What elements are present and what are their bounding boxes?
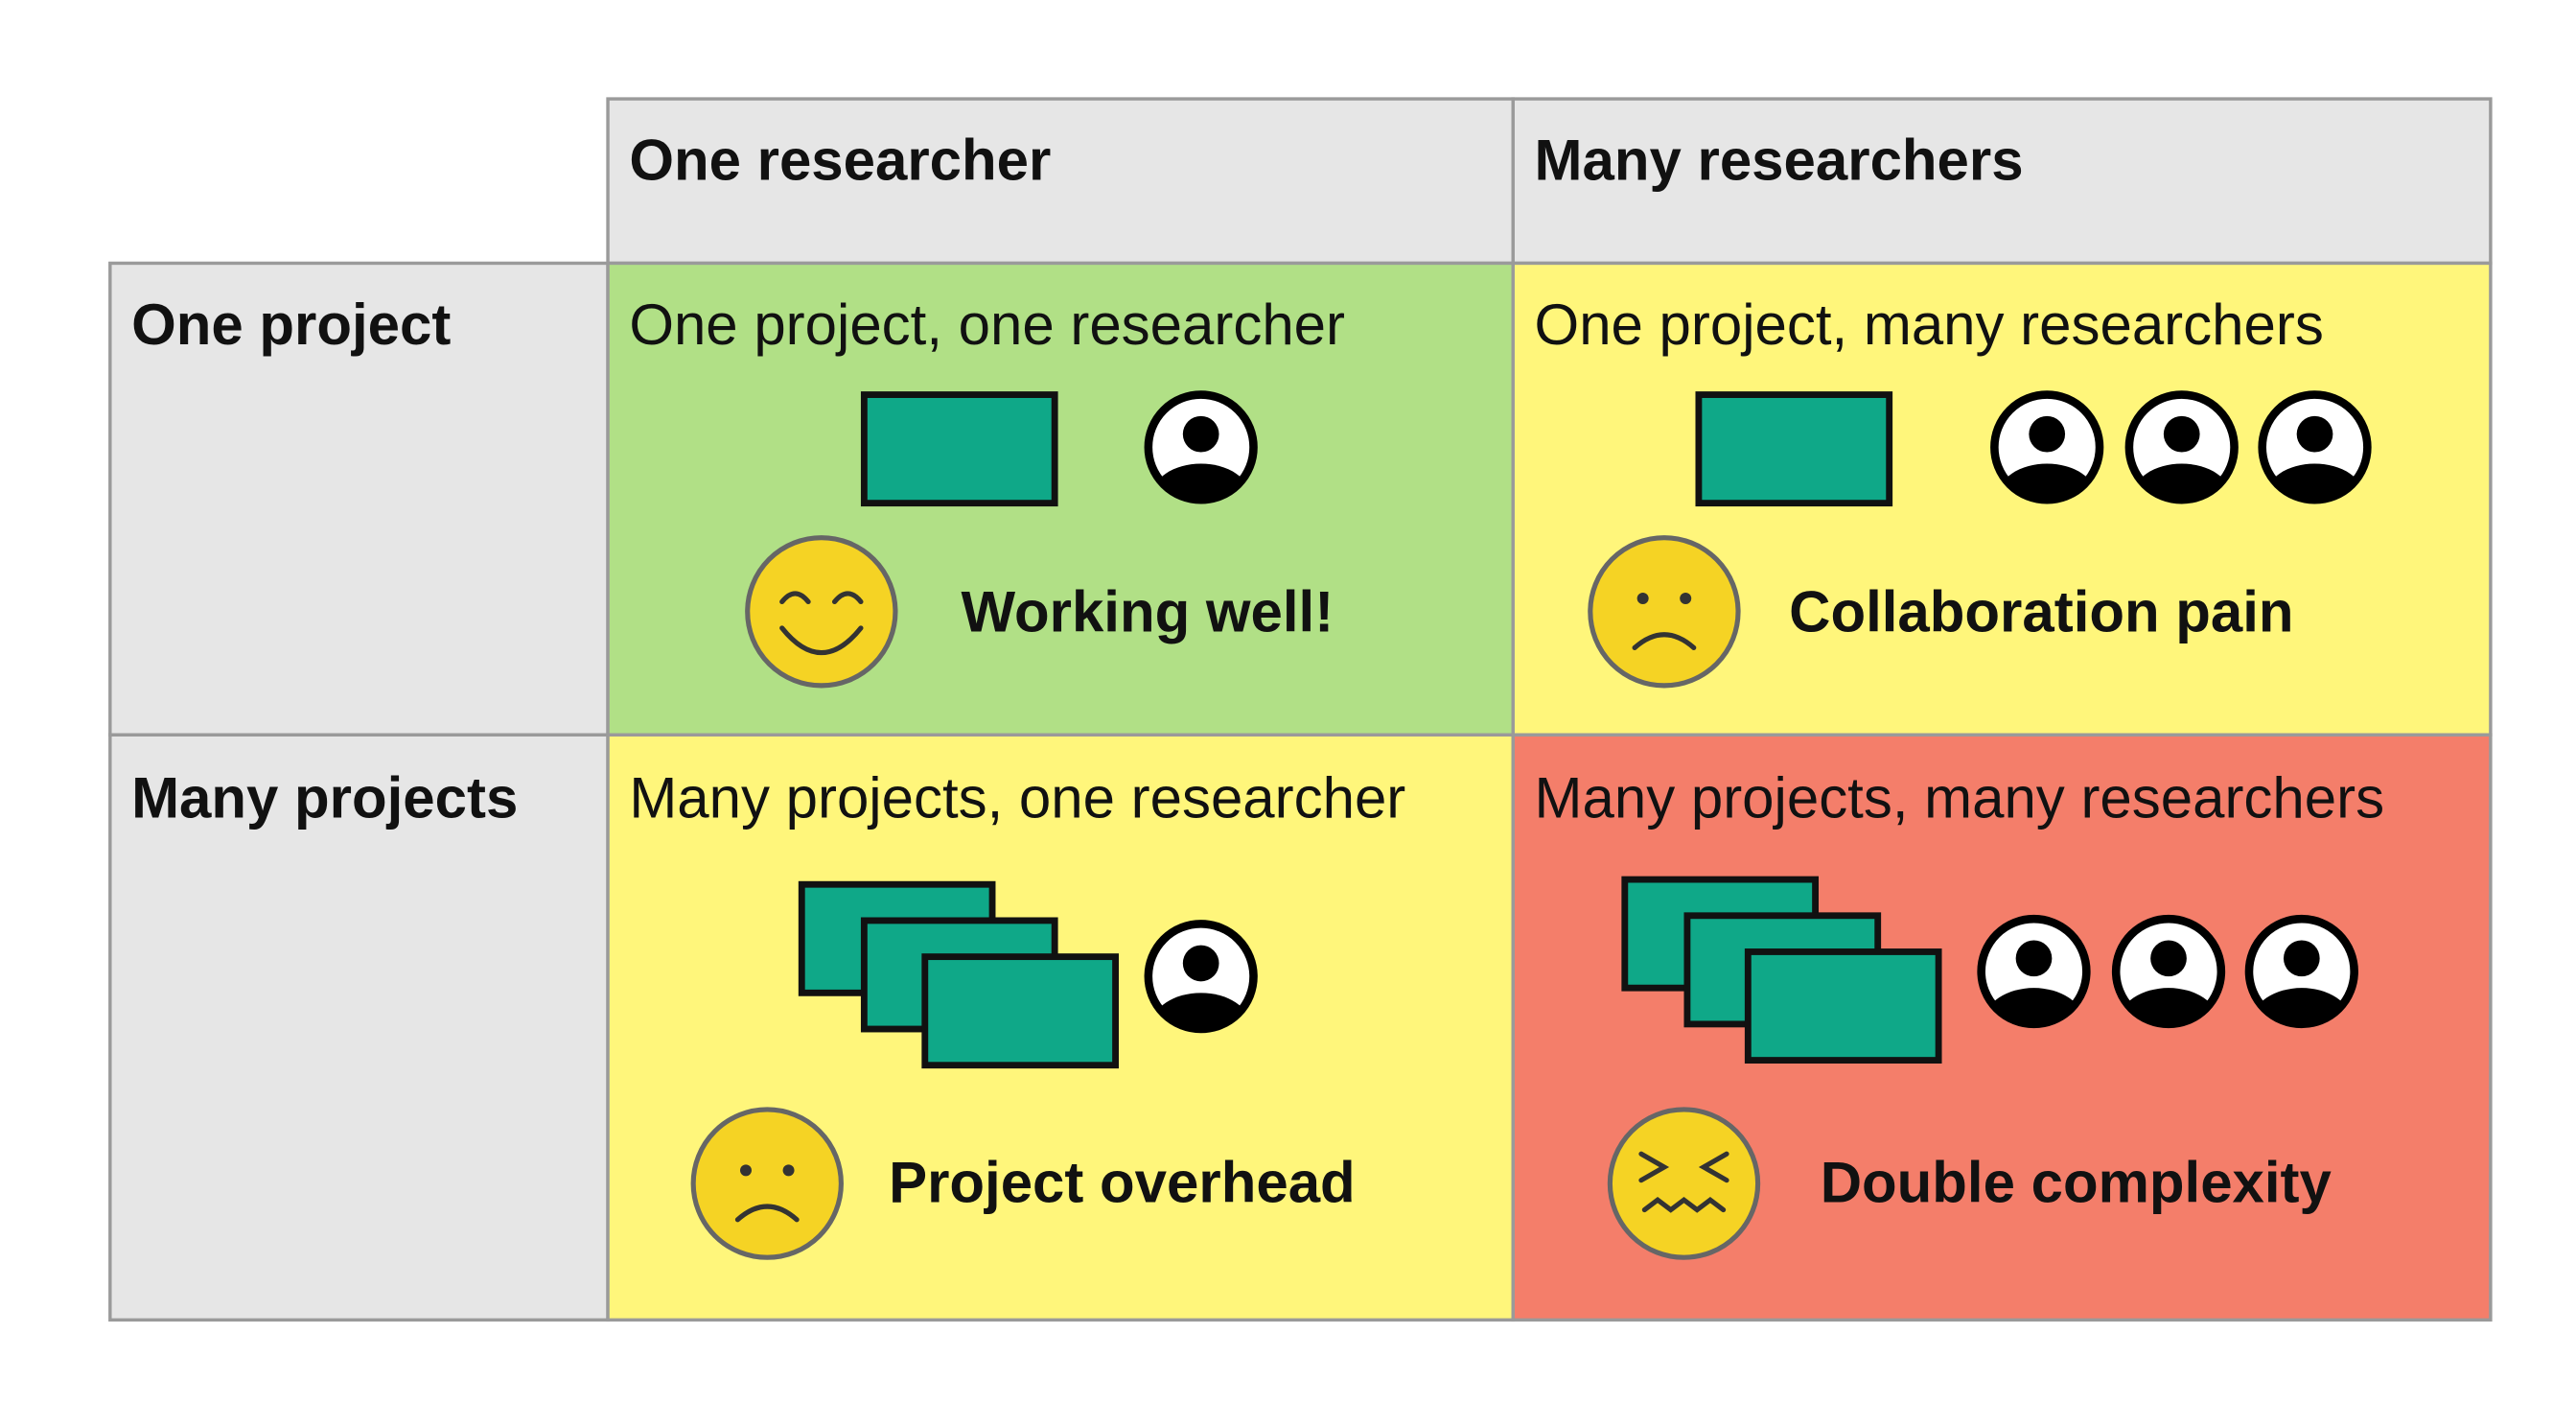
face-icon <box>748 538 895 686</box>
face-icon <box>1590 538 1738 686</box>
project-icon <box>860 391 1058 507</box>
row-header: Many projects <box>131 765 518 830</box>
cell-caption: Double complexity <box>1821 1150 2332 1214</box>
cell-caption: Collaboration pain <box>1789 580 2293 644</box>
column-header: One researcher <box>629 128 1051 192</box>
row-header-cell <box>108 733 610 1322</box>
header-cell <box>1511 97 2493 266</box>
header-cell <box>606 97 1515 266</box>
cell-title: One project, one researcher <box>629 292 1345 357</box>
cell-caption: Project overhead <box>889 1150 1356 1214</box>
project-icon <box>1695 391 1893 507</box>
project-icon <box>921 953 1119 1069</box>
cell-title: Many projects, one researcher <box>629 765 1405 830</box>
cell-caption: Working well! <box>961 580 1334 644</box>
row-header: One project <box>131 292 451 357</box>
cell-title: Many projects, many researchers <box>1535 765 2385 830</box>
project-icon <box>1744 948 1942 1064</box>
row-header-cell <box>108 261 610 737</box>
face-icon <box>1610 1110 1757 1257</box>
cell-title: One project, many researchers <box>1535 292 2324 357</box>
face-icon <box>693 1110 841 1257</box>
cell <box>606 261 1515 737</box>
column-header: Many researchers <box>1535 128 2024 192</box>
